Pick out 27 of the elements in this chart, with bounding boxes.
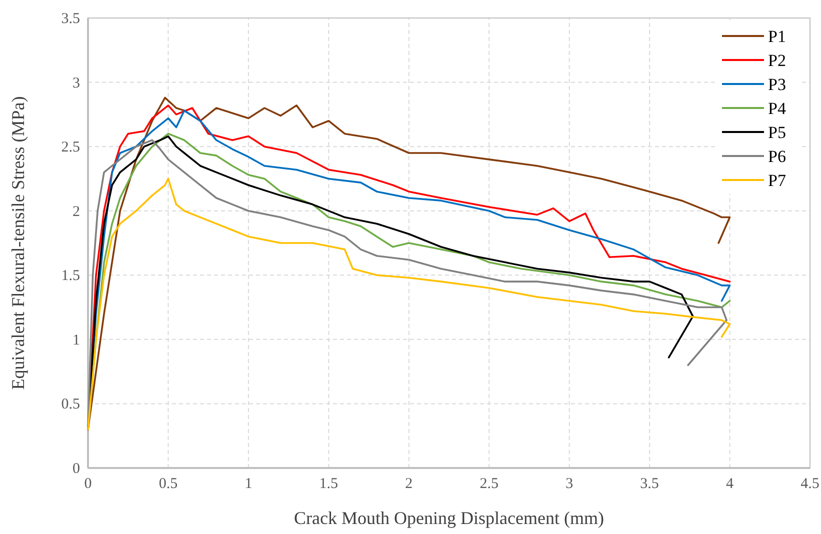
y-tick-label: 3: [72, 75, 80, 92]
x-tick-label: 2: [405, 476, 413, 492]
y-tick-label: 1.5: [61, 268, 80, 284]
y-tick-label: 3.5: [61, 11, 80, 27]
y-tick-label: 0: [72, 461, 80, 477]
x-tick-label: 3.5: [640, 476, 659, 492]
legend-label: P4: [768, 99, 786, 118]
x-tick-label: 4.5: [800, 476, 820, 492]
x-axis-title: Crack Mouth Opening Displacement (mm): [294, 508, 604, 528]
legend-label: P5: [768, 123, 786, 142]
legend-label: P3: [768, 75, 786, 94]
legend-label: P1: [768, 27, 786, 46]
x-tick-label: 0.5: [158, 476, 178, 492]
legend-label: P2: [768, 51, 786, 70]
x-tick-label: 1: [244, 476, 252, 492]
x-tick-label: 1.5: [319, 476, 338, 492]
x-tick-label: 4: [726, 476, 734, 492]
y-axis-title: Equivalent Flexural-tensile Stress (MPa): [8, 96, 28, 390]
y-tick-label: 2.5: [61, 140, 80, 156]
legend-label: P6: [768, 147, 786, 166]
x-tick-label: 2.5: [480, 476, 498, 492]
legend-label: P7: [768, 171, 786, 190]
x-tick-label: 3: [566, 476, 574, 492]
y-tick-label: 1: [72, 332, 80, 348]
y-tick-label: 0.5: [61, 396, 80, 413]
y-tick-label: 2: [72, 204, 80, 220]
x-tick-label: 0: [84, 476, 92, 492]
